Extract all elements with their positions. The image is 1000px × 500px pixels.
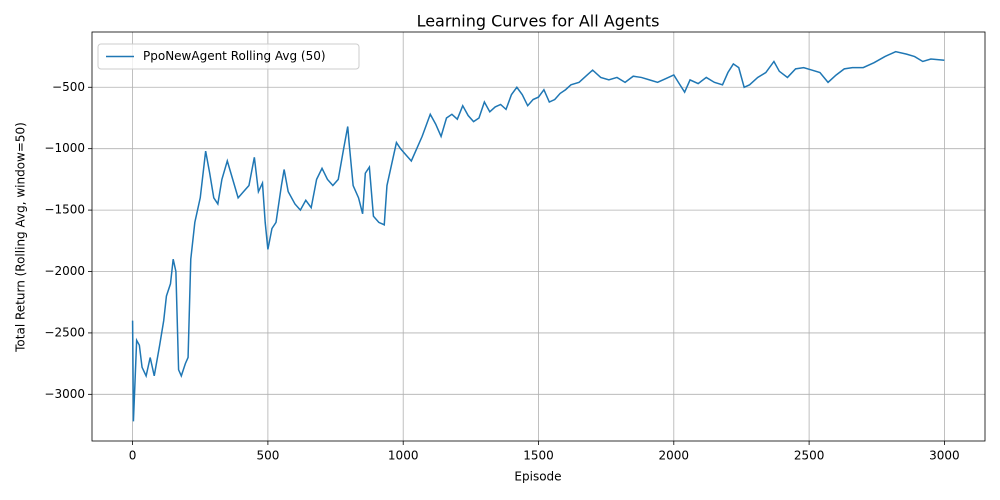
x-tick-label: 1500 bbox=[523, 449, 554, 463]
x-tick-label: 0 bbox=[129, 449, 137, 463]
y-tick-label: −3000 bbox=[44, 387, 85, 401]
y-tick-label: −2500 bbox=[44, 325, 85, 339]
chart-title: Learning Curves for All Agents bbox=[417, 12, 660, 31]
legend-box bbox=[97, 43, 360, 70]
x-tick-label: 1000 bbox=[388, 449, 419, 463]
y-axis-label: Total Return (Rolling Avg, window=50) bbox=[14, 122, 28, 353]
x-tick-label: 2500 bbox=[794, 449, 825, 463]
x-tick-label: 3000 bbox=[929, 449, 960, 463]
y-tick-label: −2000 bbox=[44, 264, 85, 278]
plot-frame bbox=[91, 31, 986, 442]
x-axis-label: Episode bbox=[514, 470, 561, 484]
x-tick-label: 2000 bbox=[659, 449, 690, 463]
data-line bbox=[131, 50, 945, 422]
y-tick-label: −500 bbox=[52, 80, 85, 94]
x-tick-label: 500 bbox=[256, 449, 279, 463]
legend-label: PpoNewAgent Rolling Avg (50) bbox=[143, 49, 326, 63]
y-tick-label: −1000 bbox=[44, 141, 85, 155]
y-tick-label: −1500 bbox=[44, 203, 85, 217]
